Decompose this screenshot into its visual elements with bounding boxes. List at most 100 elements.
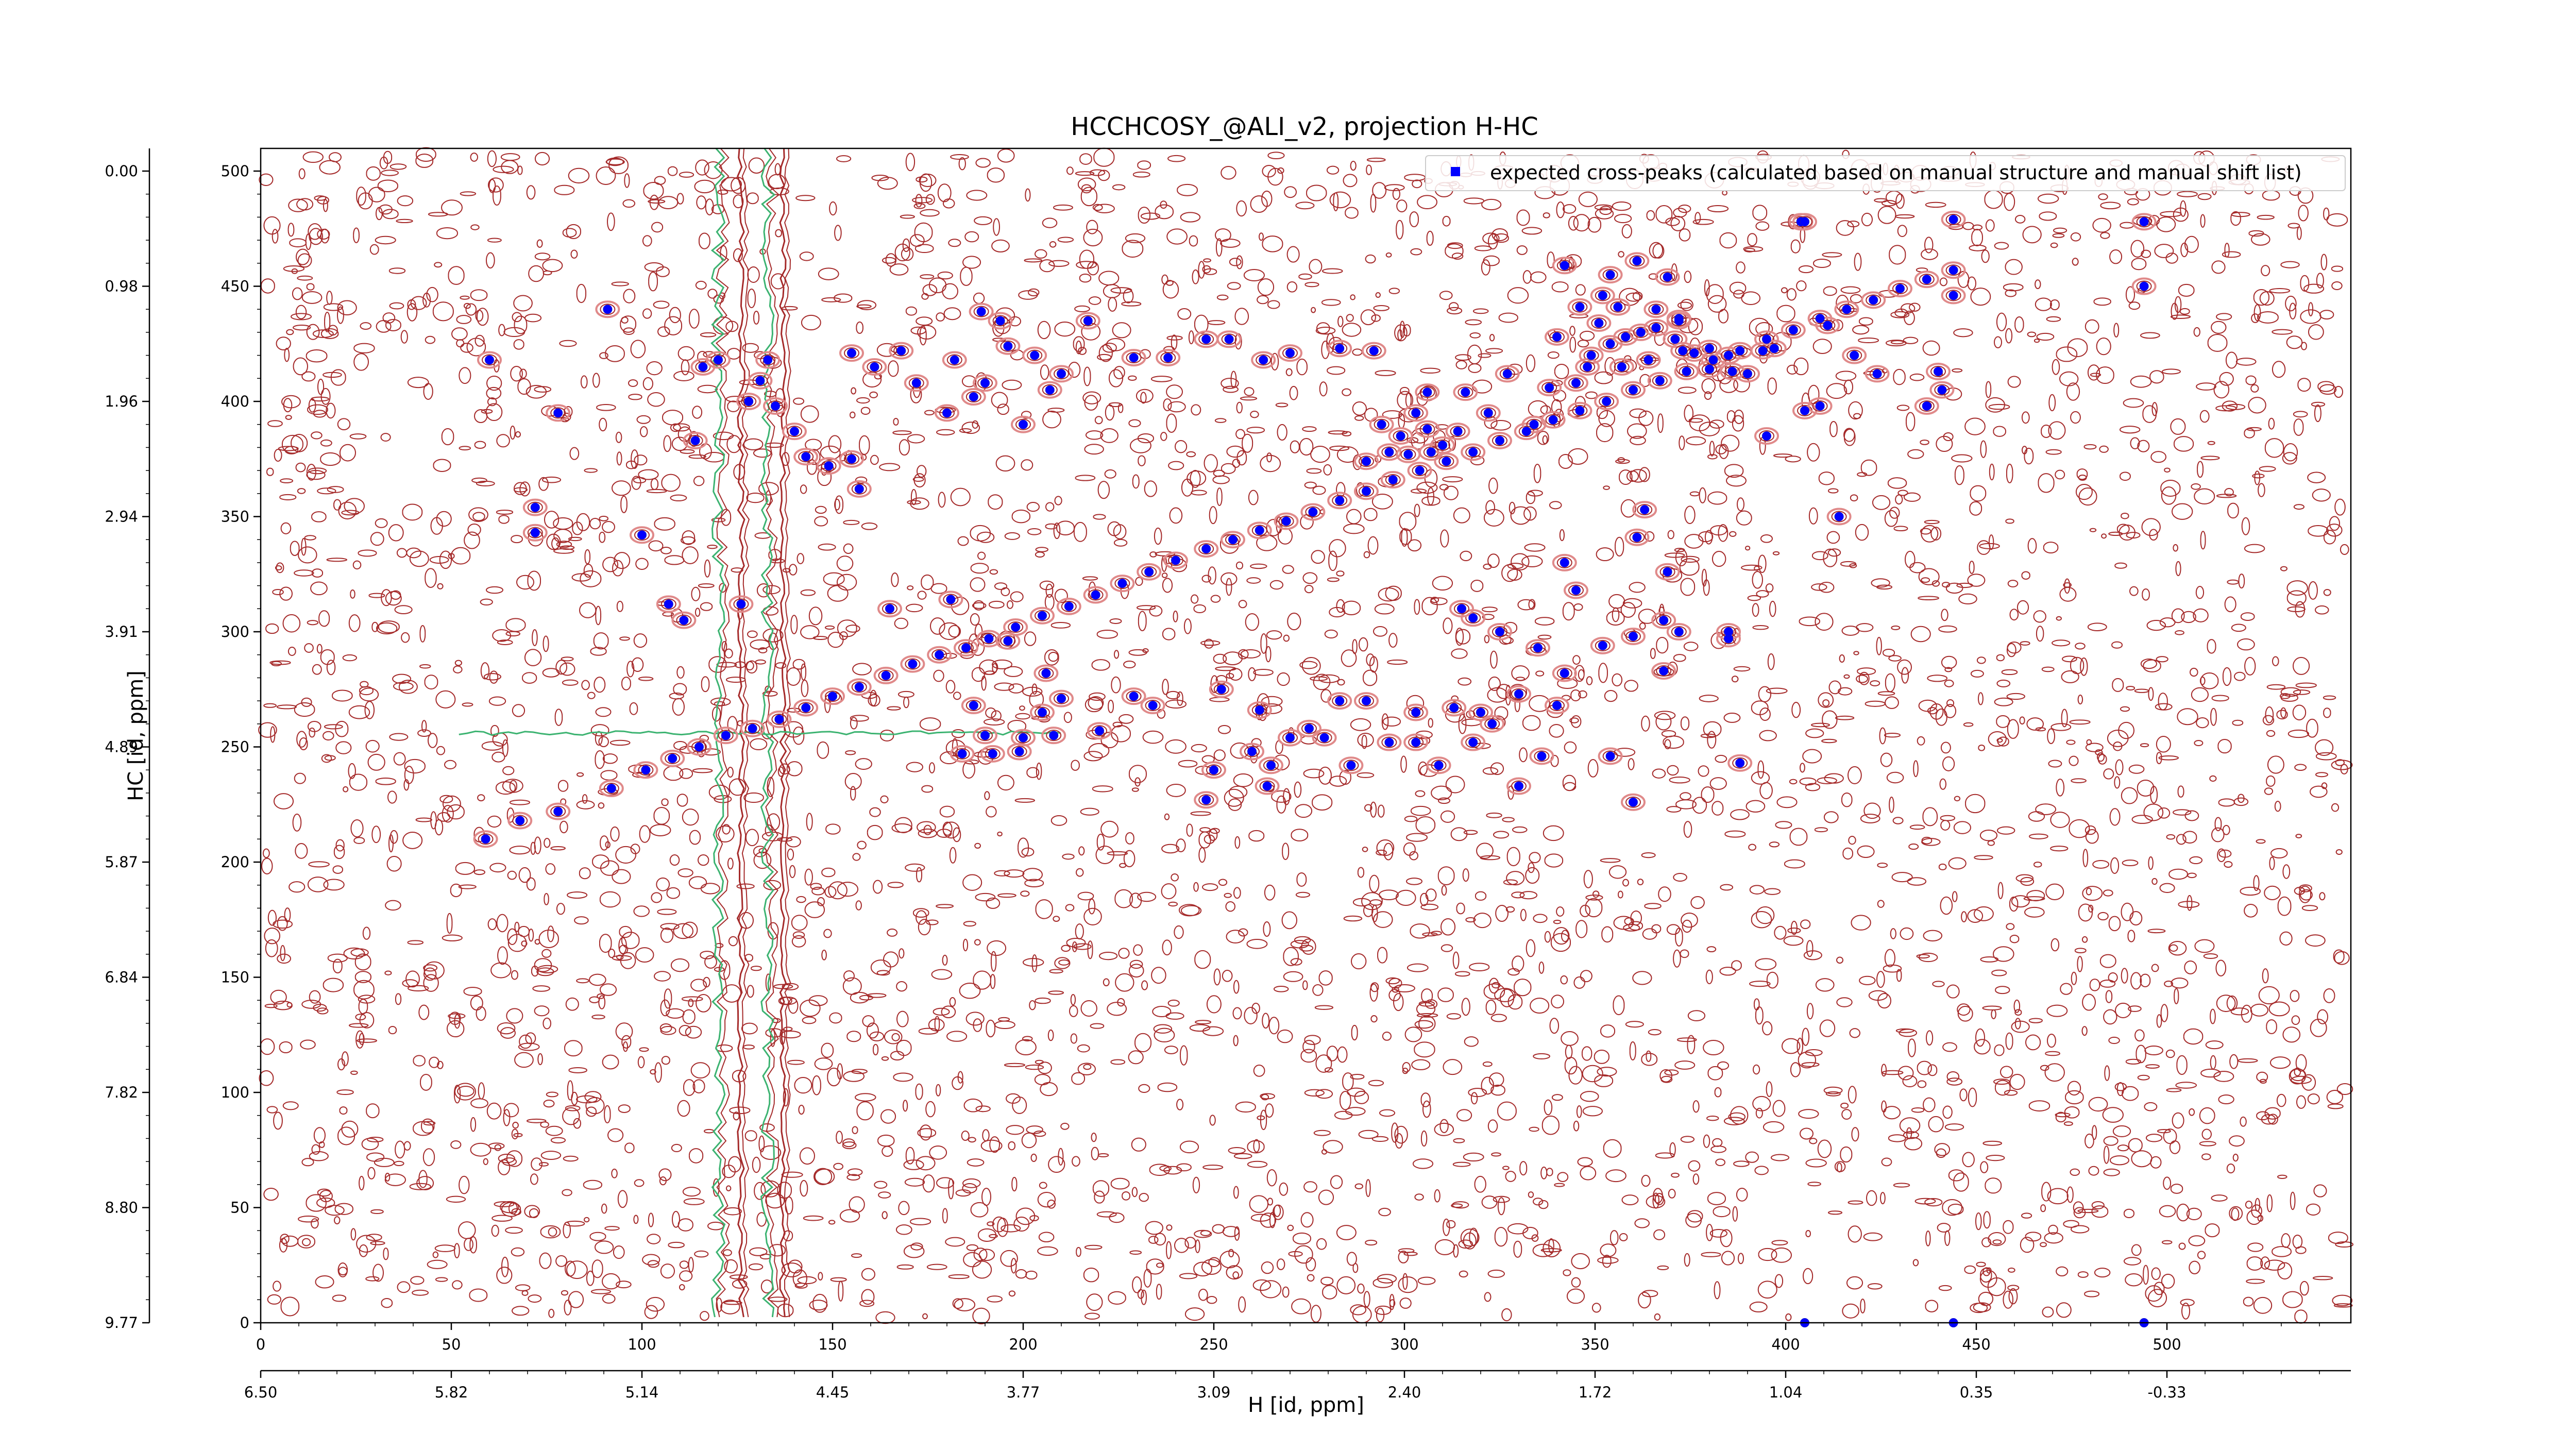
x-ppm-tick-label: 6.50 — [244, 1384, 278, 1401]
peak-contour — [1198, 333, 1214, 345]
peak-contour — [1666, 623, 1691, 641]
peak-contour — [821, 460, 837, 472]
cross-peak-point — [896, 346, 906, 356]
cross-peak-point — [1605, 339, 1615, 349]
cross-peak-point — [980, 731, 990, 740]
peak-contour — [728, 595, 754, 613]
peak-contour — [1594, 393, 1619, 410]
cross-peak-point — [980, 378, 990, 388]
cross-peak-point — [2139, 217, 2149, 227]
peak-contour — [2136, 280, 2152, 292]
peak-contour — [1141, 566, 1157, 578]
cross-peak-point — [1735, 758, 1745, 768]
cross-peak-point — [1613, 302, 1623, 312]
cross-peak-point — [1758, 346, 1768, 356]
cross-peak-point — [553, 408, 563, 418]
cross-peak-point — [1346, 761, 1356, 770]
peak-contour — [931, 649, 947, 661]
peak-contour — [1625, 796, 1641, 808]
peak-contour — [1156, 349, 1181, 367]
peak-contour — [1834, 300, 1859, 318]
x-tick-label: 300 — [1390, 1336, 1418, 1353]
cross-peak-point — [1377, 419, 1386, 429]
noise-contours — [258, 147, 2354, 1325]
cross-peak-point — [1872, 369, 1882, 379]
peak-contour — [1556, 557, 1572, 568]
peak-contour — [1579, 346, 1604, 364]
peak-contour — [1659, 566, 1675, 578]
peak-contour — [1568, 377, 1584, 389]
cross-peak-point — [1129, 692, 1139, 701]
cross-peak-point — [1934, 366, 1943, 376]
peak-contour — [546, 802, 571, 820]
peak-contour — [1599, 396, 1615, 407]
peak-contour — [1431, 760, 1447, 771]
peak-contour — [767, 710, 792, 728]
cross-peak-point — [1762, 334, 1771, 344]
peak-contour — [1740, 368, 1755, 380]
peak-contour — [1038, 667, 1054, 679]
cross-peak-point — [755, 376, 765, 385]
cross-peak-point — [1129, 353, 1139, 363]
peak-contour — [961, 697, 986, 715]
peak-contour — [1727, 754, 1753, 772]
y-tick-label: 200 — [221, 853, 249, 871]
cross-peak-point — [1629, 631, 1638, 641]
peak-contour — [1934, 384, 1950, 396]
cross-peak-point — [771, 401, 780, 411]
peak-contour — [1041, 727, 1066, 745]
peak-contour — [1914, 271, 1939, 289]
cross-peak-point — [1411, 408, 1421, 418]
cross-peak-point — [1800, 217, 1809, 227]
cross-peak-point — [606, 784, 616, 793]
peak-contour — [1545, 414, 1561, 426]
cross-peak-point — [637, 530, 647, 540]
cross-peak-point — [1552, 701, 1562, 710]
peak-contour — [950, 745, 975, 763]
cross-peak-point — [1670, 334, 1680, 344]
peak-contour — [1792, 213, 1817, 231]
peak-contour — [1201, 761, 1226, 779]
cross-peak-point — [976, 307, 986, 316]
peak-contour — [1487, 623, 1512, 641]
peak-contour — [1033, 664, 1059, 682]
cross-peak-point — [1632, 532, 1642, 542]
peak-contour — [1625, 630, 1641, 642]
cross-peak-point — [1030, 350, 1040, 360]
peak-contour — [1602, 269, 1618, 281]
peak-contour — [1408, 706, 1424, 718]
peak-contour — [603, 782, 619, 794]
peak-contour — [992, 315, 1008, 327]
peak-contour — [1537, 379, 1562, 397]
peak-contour — [1037, 381, 1062, 399]
peak-contour — [988, 312, 1013, 330]
peak-contour — [973, 727, 997, 745]
peak-contour — [839, 344, 864, 362]
cross-peak-point — [530, 528, 540, 537]
peak-contour — [1393, 430, 1409, 442]
x-ppm-tick-label: -0.33 — [2147, 1384, 2186, 1401]
cross-peak-point — [984, 634, 994, 644]
cross-peak-point — [1335, 496, 1345, 506]
peak-contour — [630, 526, 654, 544]
peak-contour — [867, 361, 883, 373]
legend-box — [1425, 155, 2346, 191]
peak-contour — [1545, 328, 1569, 346]
peak-contour — [1385, 474, 1401, 485]
peak-contour — [1007, 743, 1032, 761]
peak-contour — [1137, 563, 1162, 581]
peak-contour — [1807, 397, 1833, 415]
peak-contour — [1461, 443, 1486, 461]
peak-contour — [889, 342, 914, 360]
cross-peak-point — [1117, 579, 1127, 588]
cross-peak-point — [1948, 291, 1958, 300]
cross-peak-point — [1262, 781, 1272, 791]
cross-peak-point — [1674, 316, 1684, 326]
peak-contour — [1301, 722, 1317, 734]
peak-contour — [634, 529, 650, 541]
x-tick-label: 0 — [256, 1336, 265, 1353]
cross-peak-point — [969, 392, 978, 402]
peak-contour — [965, 391, 981, 403]
cross-peak-point — [1583, 362, 1592, 372]
peak-contour — [1305, 506, 1321, 518]
